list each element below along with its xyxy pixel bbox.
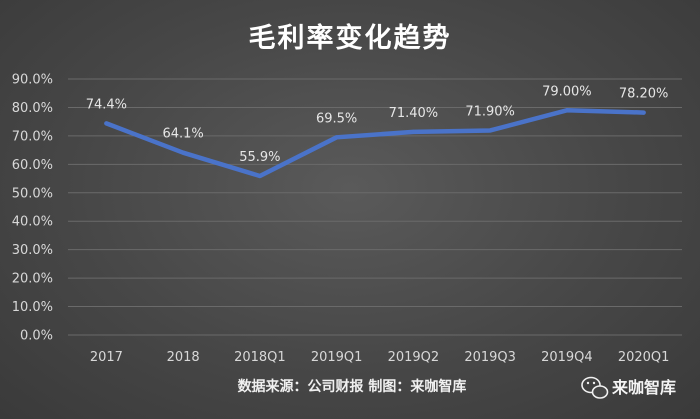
data-point (334, 135, 339, 140)
y-tick-label: 60.0% (12, 158, 53, 173)
data-label: 74.4% (86, 97, 127, 112)
data-label: 55.9% (239, 150, 280, 165)
data-point (564, 108, 569, 113)
brand-name: 来咖智库 (611, 378, 676, 397)
data-point (641, 110, 646, 115)
y-tick-label: 30.0% (12, 243, 53, 258)
gridlines (68, 78, 682, 336)
data-point (181, 150, 186, 155)
y-tick-label: 40.0% (12, 215, 53, 230)
data-point (104, 121, 109, 126)
data-label: 78.20% (619, 87, 669, 102)
data-label: 71.40% (389, 106, 439, 121)
y-tick-label: 80.0% (12, 101, 53, 116)
x-tick-label: 2018 (167, 350, 200, 365)
chart-title: 毛利率变化趋势 (249, 22, 452, 54)
x-tick-label: 2017 (90, 350, 123, 365)
data-label: 64.1% (162, 127, 203, 142)
data-point (488, 128, 493, 133)
wechat-icon (581, 376, 609, 399)
data-point (411, 129, 416, 134)
x-tick-label: 2019Q2 (388, 350, 440, 365)
series-layer (104, 108, 646, 179)
y-tick-label: 10.0% (12, 300, 53, 315)
series-line (104, 108, 646, 179)
y-tick-label: 90.0% (12, 73, 53, 88)
source-note: 数据来源：公司财报 制图：来咖智库 (238, 378, 467, 395)
data-labels: 74.4% 64.1% 55.9% 69.5% 71.40% 71.90% 79.00% 78… (86, 84, 669, 165)
brand-logo: 来咖智库 (581, 376, 676, 399)
x-tick-label: 2020Q1 (618, 350, 670, 365)
x-tick-label: 2019Q4 (541, 350, 593, 365)
y-tick-label: 50.0% (12, 186, 53, 201)
data-label: 71.90% (465, 104, 515, 119)
x-axis-ticks: 2017 2018 2018Q1 2019Q1 2019Q2 2019Q3 2019Q4 20… (90, 350, 670, 365)
data-point (257, 173, 262, 178)
data-label: 69.5% (316, 111, 357, 126)
y-tick-label: 0.0% (20, 329, 53, 344)
x-tick-label: 2018Q1 (234, 350, 286, 365)
x-tick-label: 2019Q1 (311, 350, 363, 365)
y-axis-ticks: 0.0% 10.0% 20.0% 30.0% 40.0% 50.0% 60.0% 70.0% 8… (12, 73, 53, 344)
y-tick-label: 70.0% (12, 129, 53, 144)
data-label: 79.00% (542, 84, 592, 99)
x-tick-label: 2019Q3 (464, 350, 516, 365)
y-tick-label: 20.0% (12, 272, 53, 287)
